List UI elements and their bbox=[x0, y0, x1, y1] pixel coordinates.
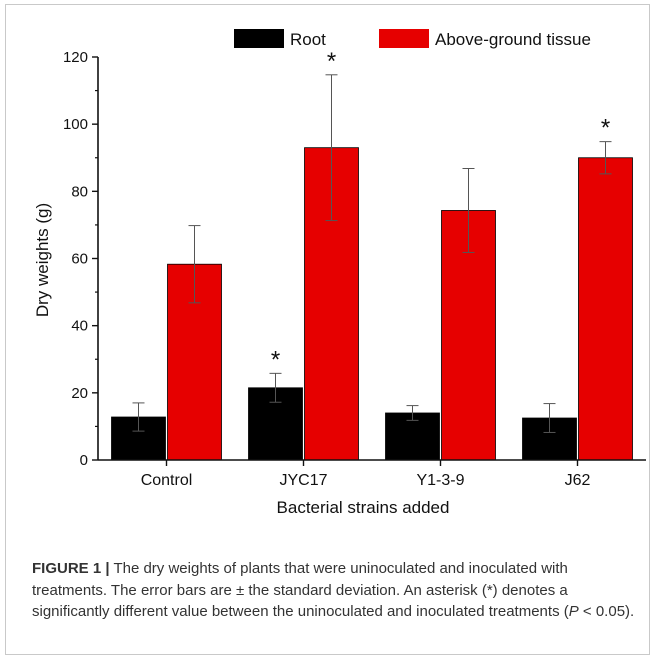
y-tick-label: 60 bbox=[71, 251, 88, 268]
legend-label-above-ground: Above-ground tissue bbox=[435, 30, 591, 49]
x-tick-label: J62 bbox=[565, 472, 591, 489]
significance-asterisk: * bbox=[327, 48, 336, 75]
legend-swatch-above-ground bbox=[379, 29, 429, 48]
x-tick-label: Y1-3-9 bbox=[416, 472, 464, 489]
y-tick-label: 20 bbox=[71, 385, 88, 402]
bar-chart: Root Above-ground tissue * * * 0 20 40 60 80 10… bbox=[33, 29, 646, 517]
x-tick-label: JYC17 bbox=[279, 472, 327, 489]
y-tick-label: 40 bbox=[71, 318, 88, 335]
bar-above-ground bbox=[578, 157, 633, 461]
significance-asterisk: * bbox=[271, 346, 280, 373]
caption-text: The dry weights of plants that were unin… bbox=[32, 560, 569, 620]
error-bars-group: * * * bbox=[132, 48, 612, 433]
caption-p-symbol: P bbox=[568, 603, 579, 620]
y-axis-label: Dry weights (g) bbox=[33, 203, 52, 317]
bars-group bbox=[111, 147, 633, 461]
y-tick-label: 120 bbox=[63, 49, 88, 66]
x-tick-label: Control bbox=[141, 472, 193, 489]
y-tick-label: 100 bbox=[63, 116, 88, 133]
caption-p-rest: < 0.05). bbox=[578, 603, 635, 620]
caption-label: FIGURE 1 | bbox=[32, 560, 110, 577]
significance-asterisk: * bbox=[601, 115, 610, 142]
y-tick-label: 0 bbox=[80, 452, 88, 469]
figure-caption: FIGURE 1 | The dry weights of plants tha… bbox=[32, 558, 637, 623]
figure-frame: Root Above-ground tissue * * * 0 20 40 60 80 10… bbox=[5, 4, 650, 655]
x-axis-label: Bacterial strains added bbox=[277, 498, 450, 517]
legend: Root Above-ground tissue bbox=[234, 29, 591, 49]
legend-label-root: Root bbox=[290, 30, 326, 49]
y-tick-label: 80 bbox=[71, 183, 88, 200]
legend-swatch-root bbox=[234, 29, 284, 48]
axes-group: 0 20 40 60 80 100 120 Control JYC17 Y1-3-9 J62 bbox=[63, 49, 646, 489]
